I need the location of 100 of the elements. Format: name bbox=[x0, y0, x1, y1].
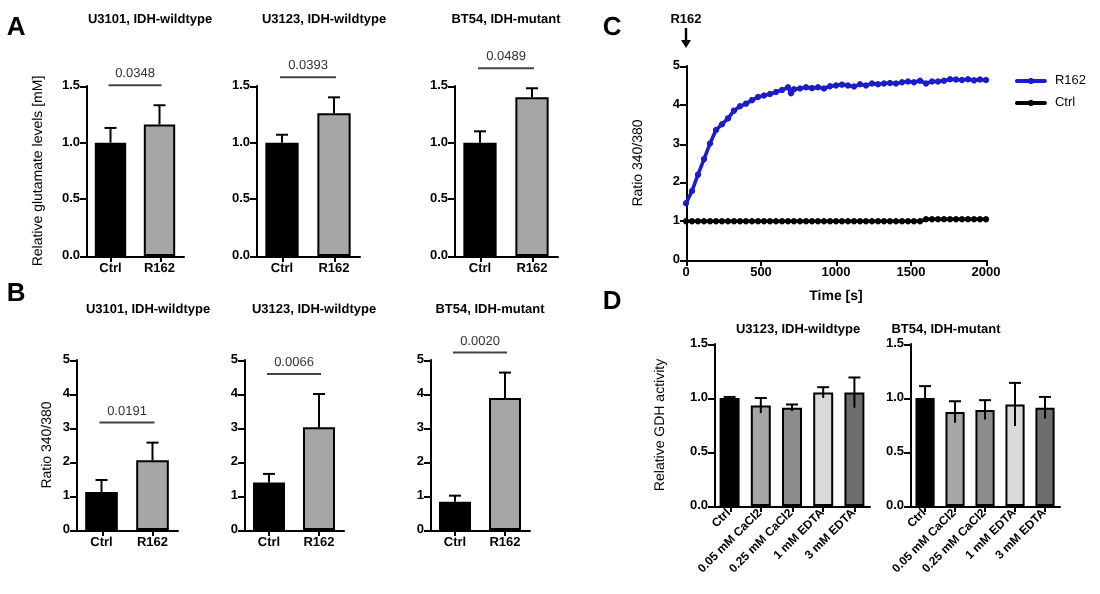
point bbox=[712, 126, 720, 134]
point bbox=[820, 85, 828, 92]
point bbox=[838, 81, 846, 88]
point bbox=[682, 200, 690, 207]
point bbox=[724, 218, 732, 225]
point bbox=[694, 218, 702, 225]
point bbox=[886, 218, 894, 225]
point bbox=[826, 82, 834, 90]
point bbox=[856, 218, 864, 225]
point bbox=[838, 218, 846, 225]
text: A bbox=[6, 11, 27, 41]
point bbox=[880, 80, 888, 87]
point bbox=[700, 155, 708, 163]
point bbox=[898, 218, 906, 225]
point bbox=[796, 85, 804, 92]
point bbox=[928, 78, 936, 85]
point bbox=[940, 216, 948, 223]
point bbox=[754, 93, 762, 101]
point bbox=[916, 218, 924, 225]
point bbox=[904, 78, 912, 85]
point bbox=[712, 218, 720, 225]
point bbox=[784, 84, 792, 91]
point bbox=[736, 218, 744, 225]
point bbox=[724, 115, 732, 122]
point bbox=[748, 218, 756, 225]
text: B bbox=[6, 277, 26, 307]
point bbox=[982, 216, 990, 223]
point bbox=[700, 218, 708, 225]
point bbox=[688, 187, 696, 195]
point bbox=[934, 78, 942, 85]
point bbox=[862, 218, 870, 225]
point bbox=[844, 82, 852, 89]
point bbox=[862, 82, 870, 89]
point bbox=[760, 218, 768, 225]
point bbox=[964, 75, 972, 83]
point bbox=[760, 92, 768, 99]
point bbox=[742, 100, 750, 107]
point bbox=[778, 218, 786, 225]
point bbox=[706, 218, 714, 225]
point bbox=[730, 107, 738, 114]
point bbox=[730, 218, 738, 225]
point bbox=[766, 218, 774, 225]
point bbox=[754, 218, 762, 225]
point bbox=[922, 80, 930, 87]
point bbox=[910, 79, 918, 86]
text: C bbox=[602, 11, 623, 41]
point bbox=[874, 218, 882, 225]
point bbox=[934, 216, 942, 223]
point bbox=[772, 88, 780, 96]
point bbox=[868, 218, 876, 225]
point bbox=[946, 75, 954, 83]
point bbox=[898, 79, 906, 86]
point bbox=[892, 218, 900, 225]
point bbox=[814, 84, 822, 91]
point bbox=[958, 76, 966, 84]
point bbox=[790, 218, 798, 225]
point bbox=[856, 81, 864, 88]
point bbox=[820, 218, 828, 225]
point bbox=[742, 218, 750, 225]
point bbox=[748, 96, 756, 104]
point bbox=[772, 218, 780, 225]
point bbox=[940, 77, 948, 84]
point bbox=[910, 218, 918, 225]
point bbox=[964, 216, 972, 223]
point bbox=[784, 218, 792, 225]
point bbox=[982, 76, 990, 84]
point bbox=[778, 86, 786, 94]
point bbox=[976, 76, 984, 83]
point bbox=[904, 218, 912, 225]
point bbox=[718, 218, 726, 225]
point bbox=[970, 216, 978, 223]
point bbox=[832, 218, 840, 225]
point bbox=[958, 216, 966, 223]
point bbox=[892, 80, 900, 87]
point bbox=[880, 218, 888, 225]
point bbox=[718, 121, 726, 128]
point bbox=[688, 218, 696, 225]
point bbox=[850, 218, 858, 225]
point bbox=[844, 218, 852, 225]
point bbox=[850, 83, 858, 90]
point bbox=[928, 216, 936, 223]
point bbox=[922, 216, 930, 223]
point bbox=[802, 218, 810, 225]
point bbox=[802, 84, 810, 91]
point bbox=[694, 171, 702, 178]
point bbox=[868, 80, 876, 87]
point bbox=[946, 216, 954, 223]
text: D bbox=[602, 285, 622, 315]
point bbox=[952, 216, 960, 223]
point bbox=[916, 77, 924, 84]
point bbox=[766, 90, 774, 98]
point bbox=[796, 218, 804, 225]
point bbox=[808, 218, 816, 225]
point bbox=[952, 76, 960, 83]
point bbox=[736, 103, 744, 110]
point bbox=[970, 77, 978, 84]
point bbox=[886, 79, 894, 87]
point bbox=[826, 218, 834, 225]
point bbox=[976, 216, 984, 223]
point bbox=[832, 82, 840, 89]
